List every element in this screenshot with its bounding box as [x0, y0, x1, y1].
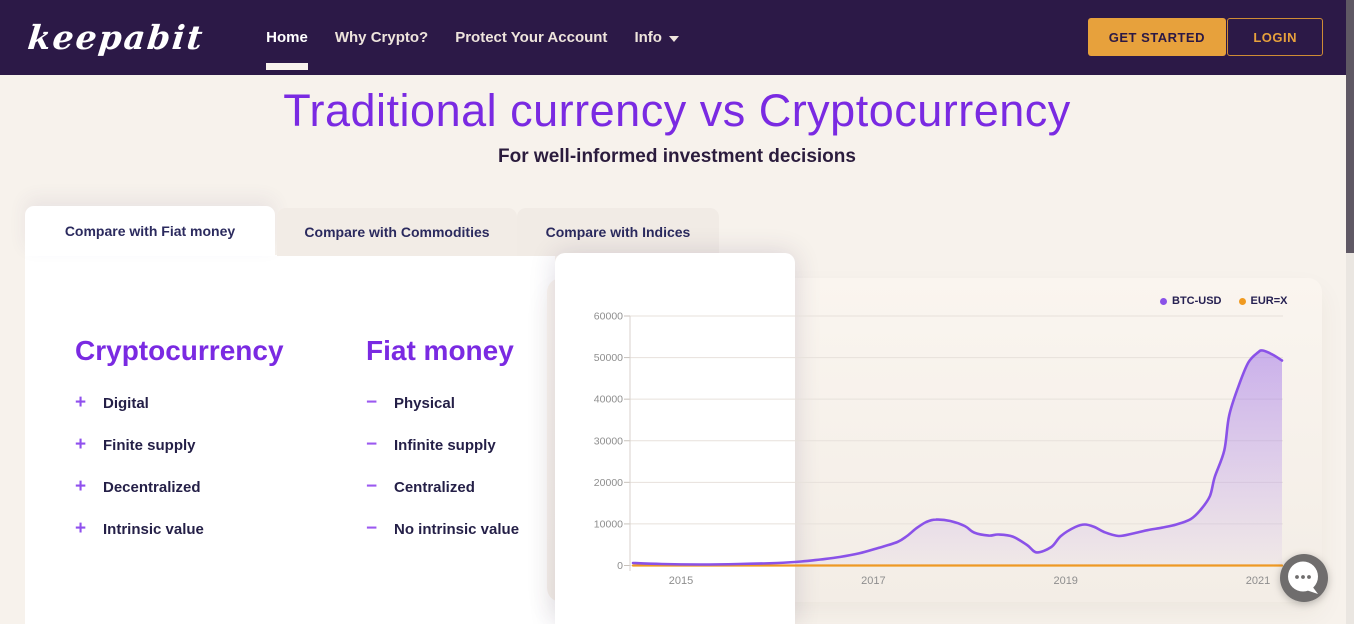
nav-link-why-crypto-label: Why Crypto? — [334, 29, 429, 46]
tab-compare-fiat-money[interactable]: Compare with Fiat money — [25, 206, 275, 256]
legend-item-btc[interactable]: BTC-USD — [1160, 295, 1222, 307]
list-item: − Physical — [366, 392, 519, 413]
plus-icon: + — [75, 392, 87, 413]
list-item: − No intrinsic value — [366, 518, 520, 539]
crypto-heading: Cryptocurrency — [75, 335, 284, 366]
feature-label: Decentralized — [103, 478, 201, 496]
feature-label: Finite supply — [103, 436, 196, 454]
feature-label: Infinite supply — [394, 436, 496, 454]
minus-icon: − — [366, 518, 378, 539]
minus-icon: − — [366, 434, 378, 455]
brand-logo[interactable]: keepabit — [25, 18, 207, 57]
list-item: + Decentralized — [75, 476, 284, 497]
fiat-feature-list: − Physical − Infinite supply − Centraliz… — [366, 392, 520, 539]
tab-compare-indices[interactable]: Compare with Indices — [517, 208, 719, 256]
fiat-column: Fiat money − Physical − Infinite supply … — [366, 335, 519, 564]
feature-label: Intrinsic value — [103, 520, 204, 538]
feature-label: No intrinsic value — [394, 520, 520, 538]
list-item: − Infinite supply — [366, 434, 519, 455]
active-nav-indicator — [266, 63, 308, 70]
plus-icon: + — [75, 476, 87, 497]
list-item: + Intrinsic value — [75, 518, 284, 539]
feature-label: Digital — [103, 394, 149, 412]
page-title: Traditional currency vs Cryptocurrency — [283, 85, 1071, 136]
feature-label: Centralized — [394, 478, 475, 496]
legend-label: EUR=X — [1250, 295, 1288, 307]
nav-link-home[interactable]: Home — [266, 29, 308, 70]
navbar: keepabit Home Why Crypto? Protect Your A… — [0, 0, 1354, 75]
tab-compare-commodities[interactable]: Compare with Commodities — [277, 208, 517, 256]
list-item: − Centralized — [366, 476, 519, 497]
page-subtitle: For well-informed investment decisions — [498, 146, 856, 167]
crypto-column: Cryptocurrency + Digital + Finite supply… — [75, 335, 284, 564]
plus-icon: + — [75, 518, 87, 539]
nav-link-home-label: Home — [266, 29, 308, 46]
plus-icon: + — [75, 434, 87, 455]
scrollbar-thumb[interactable] — [1346, 0, 1354, 253]
crypto-feature-list: + Digital + Finite supply + Decentralize… — [75, 392, 284, 539]
list-item: + Digital — [75, 392, 284, 413]
tab-content-panel — [25, 255, 555, 624]
hero-section: Traditional currency vs Cryptocurrency F… — [0, 75, 1354, 168]
login-button[interactable]: LOGIN — [1227, 18, 1323, 56]
get-started-button[interactable]: GET STARTED — [1087, 18, 1226, 56]
minus-icon: − — [366, 392, 378, 413]
page-scrollbar[interactable] — [1346, 0, 1354, 624]
nav-link-protect-account[interactable]: Protect Your Account — [455, 29, 607, 46]
list-item: + Finite supply — [75, 434, 284, 455]
legend-item-eur[interactable]: EUR=X — [1238, 295, 1288, 307]
legend-label: BTC-USD — [1172, 295, 1222, 307]
minus-icon: − — [366, 476, 378, 497]
fiat-heading: Fiat money — [366, 335, 514, 366]
eur-legend-dot-icon — [1238, 297, 1246, 305]
nav-link-why-crypto[interactable]: Why Crypto? — [335, 29, 428, 46]
nav-link-info-dropdown[interactable]: Info — [634, 29, 679, 46]
btc-legend-dot-icon — [1160, 297, 1167, 305]
chart-left-panel — [555, 253, 795, 624]
nav-links: Home Why Crypto? Protect Your Account In… — [266, 29, 679, 70]
chat-bubble-icon — [1280, 554, 1328, 602]
nav-link-protect-account-label: Protect Your Account — [455, 29, 608, 46]
chat-widget-button[interactable] — [1279, 553, 1329, 603]
comparison-tabs: Compare with Fiat money Compare with Com… — [25, 206, 719, 256]
chart-legend: BTC-USD EUR=X — [1160, 295, 1288, 307]
feature-label: Physical — [394, 394, 455, 412]
chevron-down-icon — [668, 36, 679, 42]
nav-link-info-label: Info — [634, 29, 662, 46]
